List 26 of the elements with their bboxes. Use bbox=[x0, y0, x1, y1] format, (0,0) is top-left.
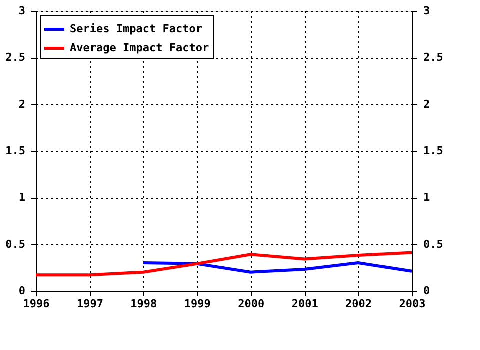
legend-label: Average Impact Factor bbox=[70, 42, 210, 54]
y-tick-label: 2.5 bbox=[6, 51, 26, 64]
x-tick-label: 1998 bbox=[130, 298, 158, 310]
y2-tick-label: 0.5 bbox=[424, 238, 444, 251]
x-tick-label: 2001 bbox=[292, 298, 319, 310]
y2-tick-label: 1.5 bbox=[424, 144, 444, 158]
x-tick-label: 1996 bbox=[23, 298, 50, 310]
x-tick-label: 2000 bbox=[238, 298, 265, 310]
y-tick-label: 0 bbox=[18, 284, 26, 298]
x-tick-label: 1997 bbox=[76, 298, 104, 310]
y-tick-label: 1 bbox=[18, 191, 26, 204]
y2-tick-label: 3 bbox=[424, 4, 430, 18]
y-tick-label: 2 bbox=[18, 98, 26, 111]
legend-label: Series Impact Factor bbox=[70, 22, 203, 36]
y2-tick-label: 1 bbox=[424, 191, 430, 204]
y-tick-label: 1.5 bbox=[6, 144, 26, 158]
x-tick-label: 2003 bbox=[399, 298, 426, 310]
y-tick-label: 0.5 bbox=[6, 238, 26, 251]
x-tick-label: 2002 bbox=[346, 298, 372, 310]
line-series bbox=[142, 262, 414, 274]
y2-tick-label: 0 bbox=[424, 284, 430, 298]
y-tick-label: 3 bbox=[18, 4, 26, 18]
line-series bbox=[34, 251, 414, 277]
y2-tick-label: 2 bbox=[424, 98, 430, 111]
x-tick-label: 1999 bbox=[184, 298, 211, 310]
y2-tick-label: 2.5 bbox=[424, 51, 444, 64]
